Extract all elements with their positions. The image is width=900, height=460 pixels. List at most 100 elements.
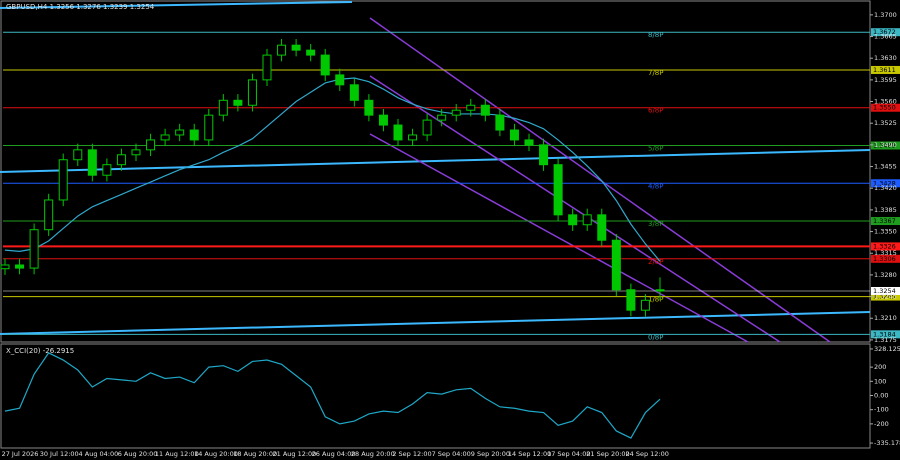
level-badge-label: 1.3489 [873, 141, 896, 149]
candle-body [553, 164, 563, 216]
chart-title: GBPUSD,H4 1.3256 1.3276 1.3239 1.3254 [6, 3, 155, 11]
candle-body [640, 299, 650, 311]
indicator-title: X_CCI(20) -26.2915 [6, 347, 74, 355]
candle-body [291, 44, 301, 51]
level-badge [871, 103, 900, 112]
level-badge [871, 292, 900, 301]
x-tick-label: 4 Aug 04:00 [79, 450, 119, 458]
y-tick-label: 1.3420 [874, 184, 897, 192]
candle-body [58, 159, 68, 201]
candle-body [364, 99, 374, 116]
candle-body [408, 134, 418, 141]
candle-body [306, 49, 316, 56]
trend-lines [0, 1, 871, 343]
level-name: 6/8P [648, 107, 664, 115]
candle-body [393, 124, 403, 141]
level-badge [871, 254, 900, 263]
x-tick-label: 26 Aug 04:00 [312, 450, 356, 458]
y-tick-label: 0.00 [874, 392, 888, 400]
x-tick-label: 17 Sep 04:00 [547, 450, 590, 458]
y-tick-label: 1.3630 [874, 54, 897, 62]
x-tick-label: 18 Aug 20:00 [233, 450, 277, 458]
candle-body [495, 114, 505, 131]
candle-body [466, 104, 476, 111]
candle-body [626, 289, 636, 311]
level-name: 0/8P [648, 333, 664, 341]
x-tick-label: 14 Sep 12:00 [508, 450, 551, 458]
x-tick-label: 7 Sep 04:00 [432, 450, 471, 458]
candle-body [0, 264, 10, 270]
candle-body [146, 139, 156, 151]
level-badge [871, 179, 900, 188]
candle-body [582, 214, 592, 226]
candle-body [568, 214, 578, 226]
y-tick-label: 1.3665 [874, 33, 897, 41]
y-tick-label: 1.3700 [874, 11, 897, 19]
x-tick-label: 9 Sep 20:00 [471, 450, 510, 458]
level-name: 2/8P [648, 258, 664, 266]
x-tick-label: 28 Aug 20:00 [351, 450, 395, 458]
x-tick-label: 2 Sep 12:00 [392, 450, 431, 458]
y-tick-label: 1.3210 [874, 314, 897, 322]
price-badge-label: 1.3254 [873, 287, 896, 295]
price-badge [871, 242, 900, 251]
candle-body [655, 289, 665, 292]
candle-body [349, 84, 359, 101]
candle-body [102, 164, 112, 176]
y-tick-label: 200 [874, 363, 886, 371]
level-badge-label: 1.3306 [873, 255, 896, 263]
x-tick-label: 27 Jul 2026 [2, 450, 39, 458]
level-badge-label: 1.3245 [873, 293, 896, 301]
trend-line [0, 1, 353, 9]
candle-body [422, 119, 432, 136]
y-tick-label: -335.17854 [874, 439, 900, 447]
candle-body [335, 74, 345, 86]
level-name: 1/8P [648, 296, 664, 304]
y-tick-label: 1.3595 [874, 76, 897, 84]
channel-line [369, 133, 749, 343]
price-badge-label: 1.3326 [873, 242, 896, 250]
candle-body [451, 109, 461, 116]
candle-body [320, 54, 330, 76]
candle-body [378, 114, 388, 126]
series-line [4, 352, 661, 439]
price-badge [871, 286, 900, 295]
y-tick-label: 1.3490 [874, 141, 897, 149]
level-badge-label: 1.3184 [873, 330, 896, 338]
level-badge-label: 1.3611 [873, 66, 896, 74]
x-tick-label: 21 Sep 20:00 [586, 450, 629, 458]
level-badge-label: 1.3672 [873, 28, 896, 36]
candle-body [539, 144, 549, 166]
candle-body [87, 149, 97, 176]
level-name: 5/8P [648, 144, 664, 152]
candle-body [218, 99, 228, 116]
candle-body [597, 214, 607, 241]
candle-body [29, 229, 39, 269]
candle-body [204, 114, 214, 141]
candle-body [131, 149, 141, 156]
level-name: 4/8P [648, 182, 664, 190]
x-tick-label: 14 Aug 20:00 [194, 450, 238, 458]
level-badge-label: 1.3550 [873, 104, 896, 112]
y-tick-label: 1.3350 [874, 228, 897, 236]
level-badge-label: 1.3428 [873, 179, 896, 187]
candle-body [524, 139, 534, 146]
candle-body [611, 239, 621, 291]
y-tick-label: 1.3175 [874, 336, 897, 344]
x-tick-label: 6 Aug 20:00 [118, 450, 158, 458]
x-tick-label: 21 Aug 12:00 [272, 450, 316, 458]
candle-body [480, 104, 490, 116]
candle-body [15, 264, 25, 269]
y-tick-label: 1.3280 [874, 271, 897, 279]
level-badge [871, 217, 900, 226]
level-name: 7/8P [648, 69, 664, 77]
candle-body [277, 44, 287, 56]
level-name: 3/8P [648, 220, 664, 228]
y-tick-label: 1.3455 [874, 163, 897, 171]
level-badge [871, 28, 900, 37]
y-tick-label: 1.3315 [874, 249, 897, 257]
candle-body [116, 154, 126, 166]
channel-line [369, 17, 831, 343]
